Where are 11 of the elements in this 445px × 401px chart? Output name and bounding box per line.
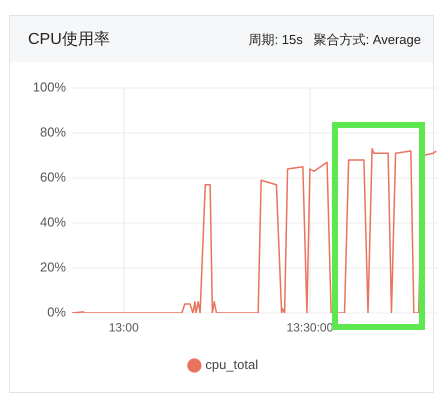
legend-label: cpu_total bbox=[205, 357, 258, 372]
y-tick-label: 0% bbox=[47, 304, 66, 320]
y-tick-label: 40% bbox=[40, 214, 66, 230]
y-tick-label: 60% bbox=[40, 170, 66, 185]
y-tick-label: 20% bbox=[40, 260, 66, 275]
chart-title: CPU使用率 bbox=[28, 30, 110, 50]
x-tick-label: 13:00 bbox=[108, 320, 140, 335]
y-tick-label: 80% bbox=[40, 124, 66, 140]
y-tick-label: 100% bbox=[32, 80, 66, 95]
x-tick-label: 13:30:00 bbox=[286, 320, 334, 335]
chart-subtitle: 周期: 15s 聚合方式: Average bbox=[248, 31, 421, 49]
